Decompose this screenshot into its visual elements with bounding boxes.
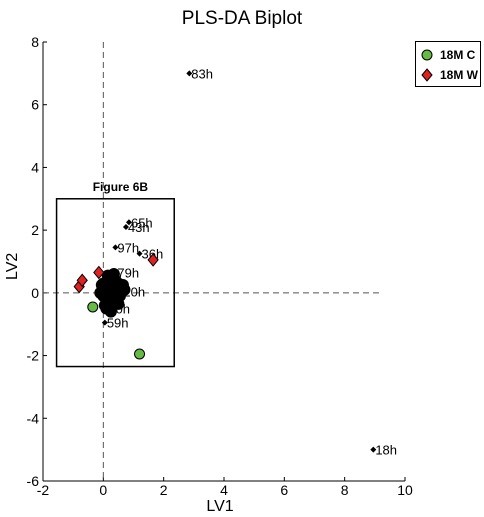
- variable-marker: [122, 224, 129, 231]
- figure-annotation: Figure 6B: [55, 180, 175, 368]
- control-sample-point: [87, 301, 99, 313]
- cluster-point: [103, 283, 116, 296]
- variable-label: 18h: [375, 443, 397, 458]
- axes: -2 0 2 4 6 8 10 -6 -4 -2 0 2 4 6 8: [27, 34, 413, 498]
- variable-marker: [186, 70, 193, 77]
- x-tick-label: 2: [160, 482, 168, 498]
- y-axis-label: LV2: [4, 252, 21, 280]
- variable-marker: [103, 305, 110, 312]
- variable-marker: [112, 244, 119, 251]
- legend-item-18m-w: 18M W: [420, 66, 478, 84]
- variable-label: 65h: [131, 215, 153, 230]
- variable-marker: [101, 319, 108, 326]
- chart-title: PLS-DA Biplot: [181, 8, 303, 29]
- variable-labels: 83h18h65h43h97h36h79h20h59h70h: [101, 66, 397, 458]
- y-tick-label: -4: [27, 410, 40, 426]
- variable-marker: [118, 288, 125, 295]
- x-tick-label: 10: [397, 482, 413, 498]
- variable-label: 83h: [191, 66, 213, 81]
- variable-label: 79h: [117, 265, 139, 280]
- y-tick-label: 8: [31, 34, 39, 50]
- treatment-sample-point: [147, 253, 159, 267]
- variable-label: 20h: [123, 284, 145, 299]
- x-tick-label: 6: [280, 482, 288, 498]
- green-circle-icon: [421, 49, 433, 61]
- x-tick-label: -2: [37, 482, 50, 498]
- x-tick-label: 0: [99, 482, 107, 498]
- y-tick-label: -6: [27, 473, 40, 489]
- x-axis-label: LV1: [206, 498, 234, 515]
- x-tick-label: 8: [341, 482, 349, 498]
- y-tick-label: 2: [31, 222, 39, 238]
- variable-label: 70h: [108, 302, 130, 317]
- control-sample-point: [134, 348, 146, 360]
- variable-label: 97h: [117, 240, 139, 255]
- variable-marker: [370, 446, 377, 453]
- variable-marker: [125, 219, 132, 226]
- figure-label: Figure 6B: [93, 180, 149, 194]
- cluster-point: [112, 297, 125, 310]
- legend-label: 18M C: [440, 48, 476, 62]
- variable-marker: [136, 250, 143, 257]
- treatment-sample-point: [76, 273, 88, 288]
- cluster-point: [112, 277, 125, 290]
- figure-box: [55, 198, 175, 368]
- variable-marker: [112, 269, 119, 276]
- legend-label: 18M W: [440, 68, 479, 82]
- y-tick-label: -2: [27, 348, 40, 364]
- variable-label: 43h: [128, 220, 150, 235]
- variable-label: 59h: [107, 316, 129, 331]
- y-tick-label: 0: [31, 285, 39, 301]
- red-diamond-icon: [421, 68, 433, 82]
- variable-cluster: [94, 268, 131, 318]
- reference-lines: [43, 42, 381, 481]
- sample-points: [73, 253, 159, 360]
- y-tick-label: 6: [31, 97, 39, 113]
- y-tick-label: 4: [31, 159, 39, 175]
- legend-item-18m-c: 18M C: [420, 46, 475, 64]
- x-tick-label: 4: [220, 482, 228, 498]
- treatment-sample-point: [93, 265, 105, 280]
- legend: 18M C 18M W: [415, 41, 481, 87]
